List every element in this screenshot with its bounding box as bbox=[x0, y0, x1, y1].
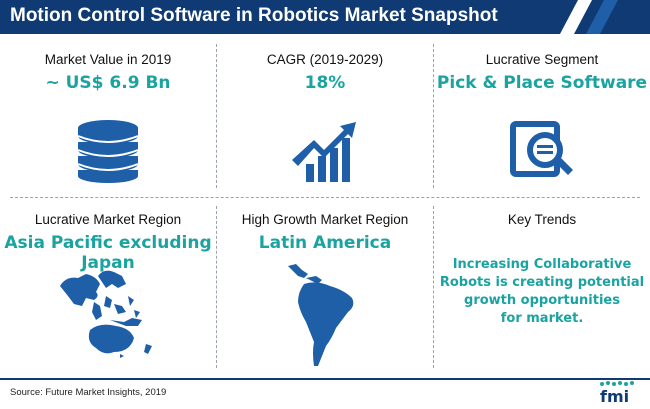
key-trends-line: growth opportunities bbox=[464, 293, 620, 308]
page-title: Motion Control Software in Robotics Mark… bbox=[10, 5, 498, 26]
cagr-label: CAGR (2019-2029) bbox=[266, 52, 384, 67]
divider bbox=[433, 206, 434, 368]
key-trends-line: for market. bbox=[500, 311, 584, 326]
segment-value: Pick & Place Software bbox=[436, 73, 648, 93]
logo-text: fmi bbox=[600, 387, 629, 406]
key-trends-cell: Key Trends bbox=[434, 212, 650, 227]
segment-cell: Lucrative Segment Pick & Place Software bbox=[434, 52, 650, 93]
growth-chart-icon bbox=[292, 122, 356, 182]
market-value-label: Market Value in 2019 bbox=[44, 52, 172, 67]
key-trends-line: Increasing Collaborative bbox=[452, 257, 632, 272]
fmi-logo: fmi bbox=[600, 381, 634, 406]
market-value-cell: Market Value in 2019 ~ US$ 6.9 Bn bbox=[0, 52, 216, 93]
divider bbox=[433, 44, 434, 188]
growth-region-cell: High Growth Market Region Latin America bbox=[217, 212, 433, 253]
key-trends-text: Increasing Collaborative Robots is creat… bbox=[434, 256, 650, 328]
segment-label: Lucrative Segment bbox=[485, 52, 599, 67]
cagr-cell: CAGR (2019-2029) 18% bbox=[217, 52, 433, 93]
divider bbox=[216, 206, 217, 368]
region-value-line2: Japan bbox=[81, 253, 135, 273]
document-search-icon bbox=[510, 121, 573, 177]
latin-america-map-icon bbox=[288, 264, 354, 366]
region-cell: Lucrative Market Region Asia Pacific exc… bbox=[0, 212, 216, 273]
asia-pacific-map-icon bbox=[60, 270, 152, 358]
coin-stack-icon bbox=[77, 120, 139, 183]
key-trends-line: Robots is creating potential bbox=[439, 275, 645, 290]
divider bbox=[216, 44, 217, 188]
footer-divider bbox=[0, 378, 650, 380]
divider bbox=[10, 197, 640, 198]
header-stripe-decoration bbox=[560, 0, 650, 34]
growth-region-value: Latin America bbox=[258, 233, 392, 253]
key-trends-label: Key Trends bbox=[507, 212, 577, 227]
region-value-line1: Asia Pacific excluding bbox=[4, 233, 212, 253]
market-value-value: ~ US$ 6.9 Bn bbox=[45, 73, 171, 93]
source-note: Source: Future Market Insights, 2019 bbox=[10, 387, 167, 398]
growth-region-label: High Growth Market Region bbox=[241, 212, 409, 227]
cagr-value: 18% bbox=[304, 73, 346, 93]
header-banner bbox=[0, 0, 650, 34]
region-label: Lucrative Market Region bbox=[34, 212, 182, 227]
